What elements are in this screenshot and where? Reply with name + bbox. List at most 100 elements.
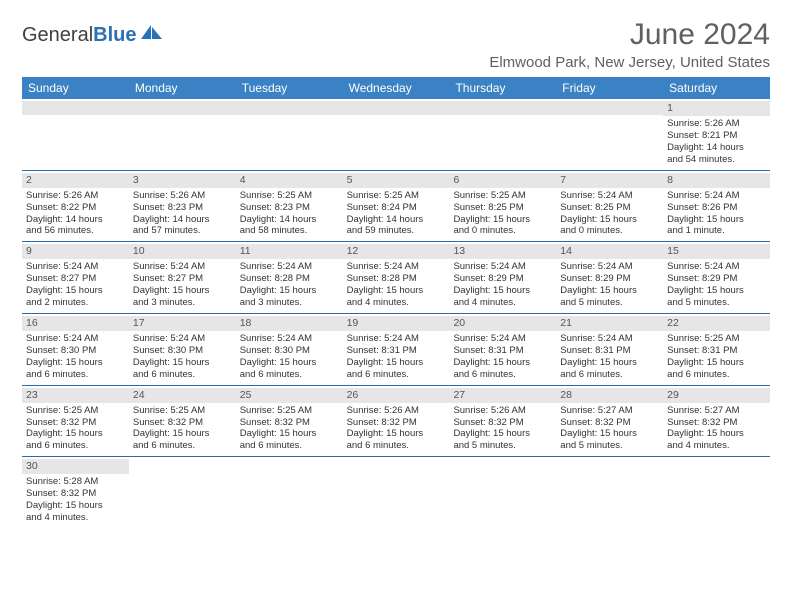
calendar-cell: 20Sunrise: 5:24 AMSunset: 8:31 PMDayligh…	[449, 314, 556, 385]
logo-text-blue: Blue	[93, 24, 136, 47]
day-detail-line: Sunset: 8:24 PM	[347, 202, 446, 214]
day-number: 30	[22, 459, 129, 474]
day-detail-line: and 56 minutes.	[26, 225, 125, 237]
month-title: June 2024	[489, 18, 770, 52]
calendar-cell: 2Sunrise: 5:26 AMSunset: 8:22 PMDaylight…	[22, 171, 129, 242]
day-detail-line: Daylight: 14 hours	[347, 214, 446, 226]
day-detail-line: Daylight: 15 hours	[560, 357, 659, 369]
day-detail-line: Daylight: 15 hours	[453, 357, 552, 369]
calendar-cell: 3Sunrise: 5:26 AMSunset: 8:23 PMDaylight…	[129, 171, 236, 242]
day-detail-line: and 2 minutes.	[26, 297, 125, 309]
calendar-cell: 14Sunrise: 5:24 AMSunset: 8:29 PMDayligh…	[556, 242, 663, 313]
day-detail-line: Sunrise: 5:27 AM	[560, 405, 659, 417]
calendar-cell	[663, 457, 770, 528]
calendar-row: 23Sunrise: 5:25 AMSunset: 8:32 PMDayligh…	[22, 386, 770, 458]
calendar-cell: 28Sunrise: 5:27 AMSunset: 8:32 PMDayligh…	[556, 386, 663, 457]
day-detail-line: Daylight: 15 hours	[667, 285, 766, 297]
day-detail-line: and 0 minutes.	[560, 225, 659, 237]
day-number: 3	[129, 173, 236, 188]
day-number: 13	[449, 244, 556, 259]
calendar-cell	[556, 99, 663, 170]
day-detail-line: Daylight: 15 hours	[667, 214, 766, 226]
day-detail-line: and 54 minutes.	[667, 154, 766, 166]
calendar-row: 30 Sunrise: 5:28 AMSunset: 8:32 PMDayligh…	[22, 457, 770, 528]
calendar-cell: 27Sunrise: 5:26 AMSunset: 8:32 PMDayligh…	[449, 386, 556, 457]
day-detail-line: Sunset: 8:32 PM	[347, 417, 446, 429]
col-header-monday: Monday	[129, 77, 236, 99]
day-number: 21	[556, 316, 663, 331]
calendar-cell: 5Sunrise: 5:25 AMSunset: 8:24 PMDaylight…	[343, 171, 450, 242]
day-detail-line: Sunset: 8:32 PM	[26, 488, 125, 500]
day-detail-line: Sunrise: 5:24 AM	[453, 333, 552, 345]
day-detail-line: Sunset: 8:31 PM	[347, 345, 446, 357]
day-detail-line: Sunset: 8:31 PM	[453, 345, 552, 357]
calendar-cell: 12Sunrise: 5:24 AMSunset: 8:28 PMDayligh…	[343, 242, 450, 313]
day-number: 14	[556, 244, 663, 259]
day-detail-line: Daylight: 15 hours	[240, 357, 339, 369]
day-detail-line: Sunrise: 5:26 AM	[667, 118, 766, 130]
day-detail-line: Daylight: 14 hours	[26, 214, 125, 226]
day-detail-line: Sunrise: 5:28 AM	[26, 476, 125, 488]
col-header-sunday: Sunday	[22, 77, 129, 99]
day-detail-line: and 0 minutes.	[453, 225, 552, 237]
calendar: Sunday Monday Tuesday Wednesday Thursday…	[22, 77, 770, 528]
day-number: 27	[449, 388, 556, 403]
calendar-cell: 29Sunrise: 5:27 AMSunset: 8:32 PMDayligh…	[663, 386, 770, 457]
calendar-cell	[343, 99, 450, 170]
day-detail-line: Daylight: 15 hours	[560, 285, 659, 297]
day-detail-line: Sunrise: 5:24 AM	[453, 261, 552, 273]
day-detail-line: Sunset: 8:32 PM	[240, 417, 339, 429]
day-detail-line: and 3 minutes.	[240, 297, 339, 309]
day-number: 23	[22, 388, 129, 403]
day-detail-line: and 6 minutes.	[667, 369, 766, 381]
calendar-cell: 8Sunrise: 5:24 AMSunset: 8:26 PMDaylight…	[663, 171, 770, 242]
day-detail-line: and 57 minutes.	[133, 225, 232, 237]
day-detail-line: Daylight: 15 hours	[560, 214, 659, 226]
day-detail-line: and 5 minutes.	[560, 440, 659, 452]
day-detail-line: Sunrise: 5:24 AM	[560, 261, 659, 273]
day-detail-line: Sunrise: 5:24 AM	[240, 333, 339, 345]
empty-day-bar	[236, 101, 343, 115]
day-detail-line: Sunset: 8:31 PM	[560, 345, 659, 357]
day-detail-line: Daylight: 14 hours	[240, 214, 339, 226]
day-number: 26	[343, 388, 450, 403]
day-detail-line: Daylight: 15 hours	[26, 285, 125, 297]
calendar-header-row: Sunday Monday Tuesday Wednesday Thursday…	[22, 77, 770, 99]
day-detail-line: Sunset: 8:32 PM	[667, 417, 766, 429]
empty-day-bar	[22, 101, 129, 115]
calendar-cell	[129, 457, 236, 528]
calendar-cell	[556, 457, 663, 528]
day-detail-line: and 6 minutes.	[240, 440, 339, 452]
day-detail-line: and 3 minutes.	[133, 297, 232, 309]
day-detail-line: and 6 minutes.	[133, 369, 232, 381]
day-detail-line: Daylight: 14 hours	[133, 214, 232, 226]
calendar-cell	[22, 99, 129, 170]
col-header-friday: Friday	[556, 77, 663, 99]
day-detail-line: Daylight: 15 hours	[26, 500, 125, 512]
day-detail-line: Sunset: 8:28 PM	[240, 273, 339, 285]
day-number: 16	[22, 316, 129, 331]
day-detail-line: Sunset: 8:27 PM	[26, 273, 125, 285]
col-header-tuesday: Tuesday	[236, 77, 343, 99]
day-detail-line: Sunset: 8:30 PM	[240, 345, 339, 357]
calendar-cell: 13Sunrise: 5:24 AMSunset: 8:29 PMDayligh…	[449, 242, 556, 313]
calendar-cell: 23Sunrise: 5:25 AMSunset: 8:32 PMDayligh…	[22, 386, 129, 457]
calendar-cell	[129, 99, 236, 170]
day-detail-line: Sunrise: 5:24 AM	[667, 190, 766, 202]
title-block: June 2024 Elmwood Park, New Jersey, Unit…	[489, 18, 770, 71]
day-number: 28	[556, 388, 663, 403]
day-detail-line: Sunset: 8:25 PM	[560, 202, 659, 214]
day-detail-line: and 6 minutes.	[347, 369, 446, 381]
day-detail-line: and 6 minutes.	[560, 369, 659, 381]
calendar-cell: 16Sunrise: 5:24 AMSunset: 8:30 PMDayligh…	[22, 314, 129, 385]
day-detail-line: Sunrise: 5:25 AM	[240, 405, 339, 417]
day-detail-line: Sunrise: 5:25 AM	[667, 333, 766, 345]
day-detail-line: Sunset: 8:27 PM	[133, 273, 232, 285]
day-number: 9	[22, 244, 129, 259]
calendar-cell: 6Sunrise: 5:25 AMSunset: 8:25 PMDaylight…	[449, 171, 556, 242]
day-number: 5	[343, 173, 450, 188]
page: GeneralBlue June 2024 Elmwood Park, New …	[0, 0, 792, 546]
day-number: 29	[663, 388, 770, 403]
day-detail-line: Sunrise: 5:26 AM	[26, 190, 125, 202]
day-detail-line: and 4 minutes.	[347, 297, 446, 309]
